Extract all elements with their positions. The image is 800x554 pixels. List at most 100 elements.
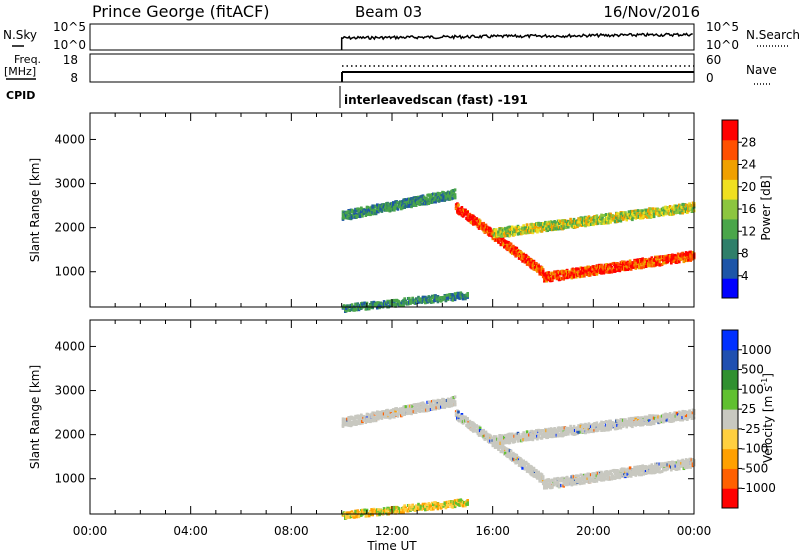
power-echo bbox=[503, 228, 506, 232]
power-echo bbox=[378, 306, 381, 310]
power-echo bbox=[342, 214, 346, 218]
velocity-echo bbox=[497, 447, 500, 451]
velocity-echo bbox=[364, 421, 368, 424]
nsky-label: N.Sky bbox=[3, 28, 37, 42]
velocity-echo bbox=[452, 398, 456, 402]
velocity-echo bbox=[453, 395, 457, 399]
velocity-echo bbox=[589, 423, 593, 427]
power-colorbar-cell bbox=[722, 218, 738, 240]
power-echo bbox=[411, 198, 414, 201]
velocity-echo bbox=[604, 477, 608, 481]
velocity-echo bbox=[420, 409, 424, 413]
nsearch-label: N.Search bbox=[746, 28, 800, 42]
velocity-echo bbox=[548, 435, 552, 439]
power-echo bbox=[651, 207, 655, 211]
power-echo bbox=[356, 215, 360, 218]
velocity-echo bbox=[554, 428, 557, 432]
power-echo bbox=[466, 210, 469, 214]
power-echo bbox=[523, 257, 527, 261]
power-colorbar-cell bbox=[722, 139, 738, 161]
velocity-echo bbox=[587, 422, 591, 426]
power-echo bbox=[404, 198, 408, 202]
velocity-echo bbox=[609, 427, 612, 431]
velocity-echo bbox=[546, 436, 549, 439]
velocity-echo bbox=[632, 472, 635, 476]
power-echo bbox=[678, 253, 681, 257]
velocity-echo bbox=[627, 474, 631, 478]
power-echo bbox=[453, 188, 457, 192]
power-echo bbox=[498, 227, 501, 231]
power-echo bbox=[537, 228, 540, 232]
power-echo bbox=[394, 202, 397, 206]
power-echo bbox=[631, 218, 634, 222]
velocity-echo bbox=[507, 439, 511, 443]
velocity-echo bbox=[584, 473, 587, 477]
velocity-echo bbox=[650, 463, 654, 467]
velocity-echo bbox=[609, 470, 612, 474]
power-echo bbox=[486, 230, 490, 234]
velocity-echo bbox=[374, 419, 378, 423]
velocity-echo bbox=[360, 417, 363, 421]
power-echo bbox=[386, 299, 389, 303]
power-echo bbox=[485, 228, 489, 232]
velocity-echo bbox=[537, 435, 540, 439]
power-echo bbox=[353, 308, 356, 312]
power-echo bbox=[642, 214, 646, 218]
velocity-echo bbox=[607, 474, 610, 478]
power-echo bbox=[497, 240, 500, 244]
velocity-echo bbox=[460, 413, 464, 416]
power-colorbar-cell bbox=[722, 199, 738, 220]
nsky-trace bbox=[340, 32, 693, 51]
nsearch-tick-high: 10^5 bbox=[706, 20, 739, 34]
velocity-echo bbox=[499, 449, 503, 453]
power-echo bbox=[446, 296, 450, 300]
power-echo bbox=[453, 193, 457, 197]
velocity-echo bbox=[655, 467, 658, 471]
velocity-echo bbox=[572, 482, 576, 486]
power-echo bbox=[525, 223, 529, 227]
power-echo bbox=[686, 211, 689, 214]
velocity-echo bbox=[670, 468, 673, 472]
velocity-echo bbox=[564, 433, 568, 437]
power-echo bbox=[350, 303, 354, 307]
power-echo bbox=[457, 293, 460, 297]
power-echo bbox=[541, 226, 545, 230]
freq-tick-high: 18 bbox=[63, 53, 78, 67]
velocity-echo bbox=[453, 400, 457, 404]
power-echo bbox=[408, 296, 411, 300]
power-echo bbox=[552, 272, 555, 276]
velocity-echo bbox=[342, 423, 346, 427]
velocity-echo bbox=[393, 415, 396, 419]
power-echo bbox=[453, 292, 457, 296]
power-echo bbox=[438, 192, 442, 196]
velocity-echo bbox=[678, 460, 681, 464]
power-echo bbox=[628, 259, 632, 263]
velocity-echo bbox=[412, 408, 416, 412]
power-echo bbox=[601, 216, 604, 220]
velocity-echo bbox=[475, 424, 479, 428]
velocity-echo bbox=[489, 434, 492, 438]
power-echo bbox=[652, 213, 656, 216]
power-echo bbox=[393, 298, 396, 302]
power-colorbar-tick-label: 12 bbox=[741, 224, 756, 238]
power-echo bbox=[390, 206, 394, 210]
velocity-echo bbox=[509, 449, 513, 453]
velocity-echo bbox=[522, 431, 525, 435]
power-echo bbox=[436, 300, 440, 304]
velocity-echo bbox=[652, 467, 656, 471]
power-echo bbox=[580, 274, 584, 278]
velocity-echo bbox=[508, 432, 512, 436]
freq-label: Freq. bbox=[14, 53, 41, 66]
power-echo bbox=[662, 213, 665, 217]
velocity-echo bbox=[522, 462, 525, 465]
power-echo bbox=[535, 262, 538, 265]
power-echo bbox=[681, 202, 684, 206]
velocity-echo bbox=[465, 419, 468, 423]
velocity-echo bbox=[427, 408, 431, 412]
power-echo bbox=[364, 214, 368, 217]
velocity-echo bbox=[541, 433, 545, 437]
power-echo bbox=[368, 307, 371, 311]
velocity-echo bbox=[451, 403, 455, 407]
power-echo bbox=[584, 266, 587, 270]
